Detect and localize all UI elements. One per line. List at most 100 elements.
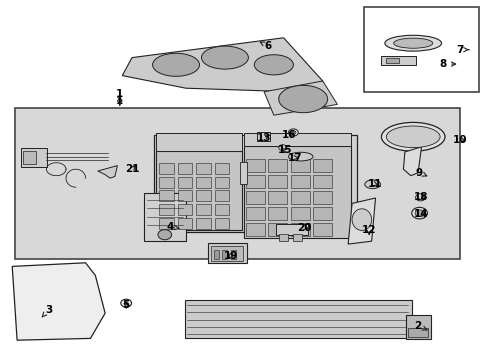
Text: 7: 7	[455, 45, 468, 55]
Text: 17: 17	[287, 153, 302, 163]
Polygon shape	[403, 147, 421, 176]
Text: 1: 1	[116, 89, 123, 105]
Polygon shape	[122, 38, 322, 92]
Bar	[177, 204, 192, 215]
Text: 19: 19	[223, 251, 238, 261]
Bar	[196, 177, 210, 188]
Ellipse shape	[351, 209, 371, 230]
Text: 13: 13	[256, 132, 271, 143]
Ellipse shape	[288, 152, 312, 161]
Circle shape	[121, 299, 131, 307]
Text: 14: 14	[413, 209, 428, 219]
Bar	[268, 175, 286, 188]
Circle shape	[278, 145, 286, 150]
Bar	[290, 191, 309, 204]
Text: 6: 6	[260, 41, 271, 51]
Bar	[386, 58, 398, 63]
Ellipse shape	[278, 85, 327, 113]
Bar	[184, 300, 411, 338]
Bar	[156, 133, 242, 151]
Bar	[313, 207, 331, 220]
Ellipse shape	[152, 53, 199, 76]
Bar	[290, 207, 309, 220]
Bar	[243, 146, 350, 238]
Bar	[290, 175, 309, 188]
Bar	[159, 177, 173, 188]
Bar	[144, 193, 185, 241]
Bar	[177, 190, 192, 201]
Bar	[278, 234, 287, 241]
Bar	[196, 163, 210, 174]
Polygon shape	[347, 198, 375, 244]
Bar	[243, 133, 350, 146]
Text: 16: 16	[282, 130, 296, 140]
Bar	[293, 234, 302, 241]
Circle shape	[288, 129, 298, 136]
Text: 5: 5	[122, 300, 129, 310]
Bar	[20, 148, 47, 167]
Bar	[214, 190, 229, 201]
Bar	[211, 246, 243, 261]
Circle shape	[124, 302, 128, 305]
Bar	[196, 190, 210, 201]
Bar	[364, 7, 478, 92]
Bar	[214, 177, 229, 188]
Bar	[15, 108, 459, 259]
Circle shape	[290, 131, 295, 134]
Bar	[239, 162, 246, 184]
Bar	[313, 175, 331, 188]
Bar	[268, 207, 286, 220]
Bar	[313, 191, 331, 204]
Bar	[268, 223, 286, 236]
Text: 4: 4	[166, 222, 179, 232]
Ellipse shape	[384, 35, 441, 51]
Ellipse shape	[393, 38, 432, 48]
Text: 2: 2	[414, 321, 427, 331]
Bar	[214, 163, 229, 174]
Bar	[214, 218, 229, 229]
Text: 12: 12	[361, 225, 376, 235]
Text: 11: 11	[367, 179, 382, 189]
Ellipse shape	[254, 55, 293, 75]
Bar	[313, 223, 331, 236]
Text: 21: 21	[124, 164, 139, 174]
Bar	[245, 223, 264, 236]
Bar	[290, 223, 309, 236]
Ellipse shape	[364, 180, 380, 189]
Bar	[245, 159, 264, 172]
Circle shape	[158, 230, 171, 240]
Bar	[214, 250, 219, 259]
Bar	[159, 190, 173, 201]
Polygon shape	[98, 166, 117, 178]
Bar	[276, 224, 307, 235]
Ellipse shape	[386, 126, 439, 148]
Bar	[256, 132, 270, 141]
Bar	[177, 218, 192, 229]
Bar	[214, 204, 229, 215]
Bar	[154, 135, 356, 232]
Bar	[156, 151, 242, 230]
Bar	[222, 250, 227, 259]
Text: 9: 9	[415, 168, 426, 178]
Text: 3: 3	[42, 305, 52, 317]
Text: 10: 10	[451, 135, 466, 145]
Bar	[245, 207, 264, 220]
Bar	[245, 175, 264, 188]
Ellipse shape	[201, 46, 248, 69]
Bar	[159, 163, 173, 174]
Bar	[230, 250, 235, 259]
Bar	[381, 56, 415, 65]
Bar	[196, 204, 210, 215]
Text: 20: 20	[296, 222, 311, 233]
Text: 18: 18	[413, 192, 428, 202]
Bar	[196, 218, 210, 229]
Bar	[268, 191, 286, 204]
Bar	[159, 218, 173, 229]
Text: 1: 1	[116, 96, 123, 106]
Polygon shape	[12, 263, 105, 340]
Bar	[405, 315, 430, 339]
Bar	[268, 159, 286, 172]
Bar	[177, 163, 192, 174]
Bar	[245, 191, 264, 204]
Bar	[177, 177, 192, 188]
